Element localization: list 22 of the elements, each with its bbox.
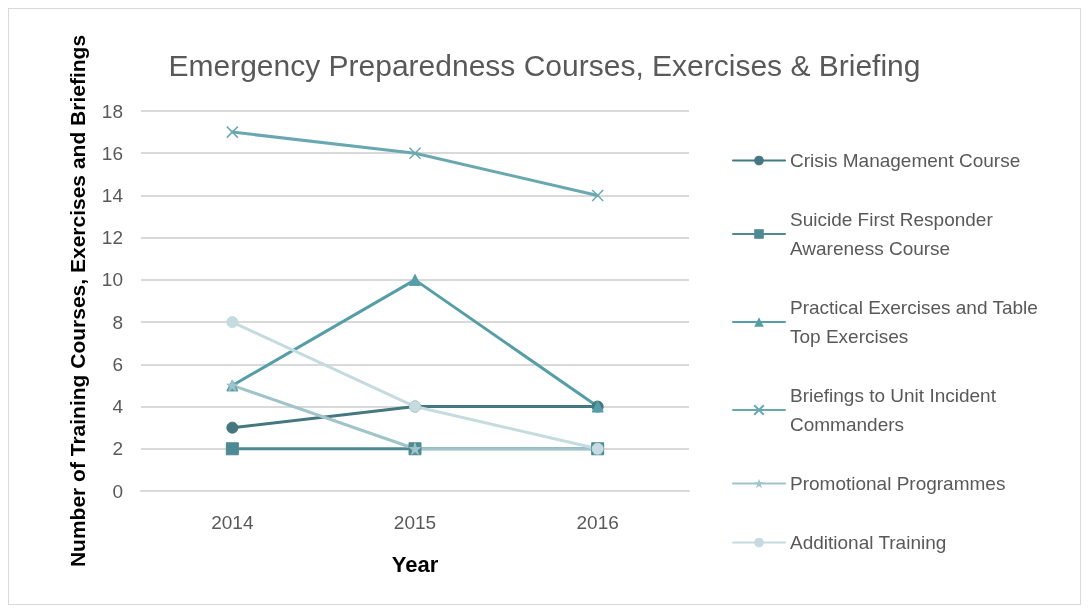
y-tick-label: 6 bbox=[112, 353, 123, 375]
y-axis-title: Number of Training Courses, Exercises and Briefings bbox=[66, 34, 90, 568]
x-tick-label: 2014 bbox=[211, 512, 254, 533]
legend-label: Briefings to Unit Incident Commanders bbox=[790, 385, 1002, 435]
y-tick-label: 10 bbox=[101, 269, 123, 291]
y-tick-label: 18 bbox=[101, 100, 123, 122]
x-tick-label: 2015 bbox=[393, 512, 437, 533]
legend-label: Practical Exercises and Table Top Exercises bbox=[790, 297, 1044, 347]
legend-label: Suicide First Responder Awareness Course bbox=[790, 209, 999, 259]
y-tick-label: 2 bbox=[112, 438, 123, 460]
y-tick-label: 0 bbox=[112, 480, 123, 502]
x-axis-title: Year bbox=[391, 551, 439, 577]
y-tick-label: 16 bbox=[101, 142, 123, 164]
y-tick-label: 14 bbox=[101, 184, 124, 206]
legend-label: Crisis Management Course bbox=[790, 150, 1021, 171]
x-tick-label: 2016 bbox=[576, 512, 619, 533]
y-tick-label: 12 bbox=[101, 227, 123, 249]
chart-title: Emergency Preparedness Courses, Exercises & Briefing bbox=[168, 48, 921, 82]
legend-label: Promotional Programmes bbox=[790, 473, 1006, 494]
y-tick-label: 4 bbox=[112, 396, 124, 418]
y-tick-label: 8 bbox=[112, 311, 123, 333]
legend-label: Additional Training bbox=[790, 532, 947, 553]
